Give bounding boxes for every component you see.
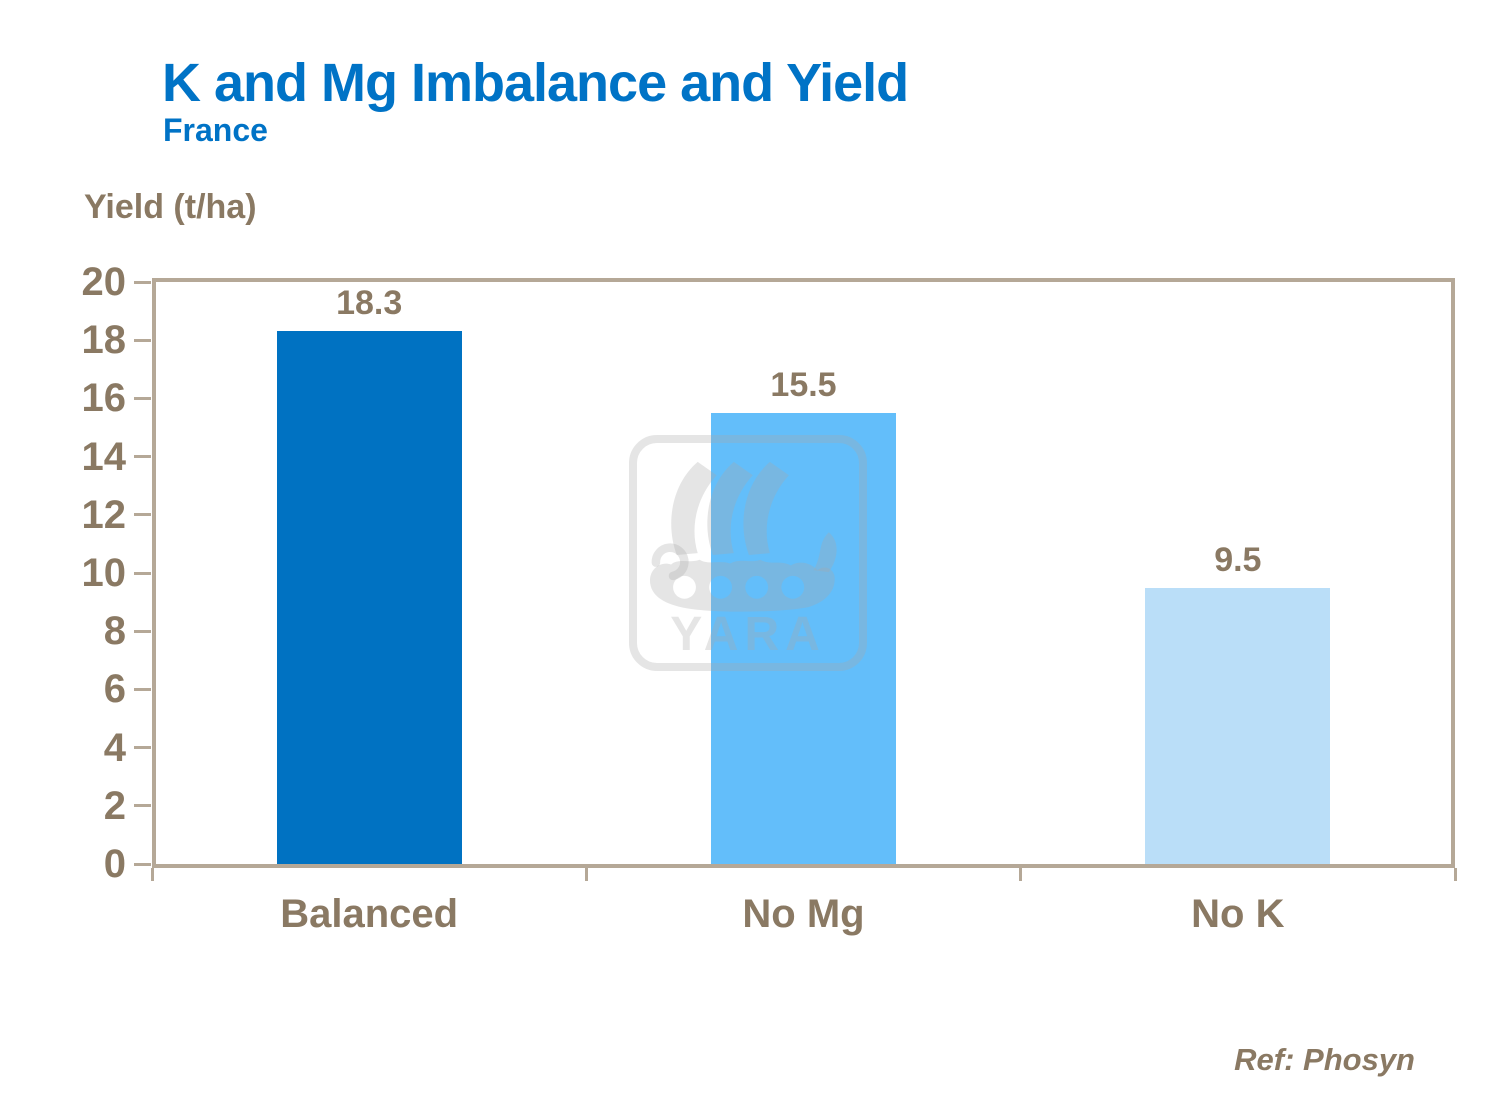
x-axis-tick (1019, 868, 1023, 881)
x-axis-tick (150, 868, 154, 881)
y-axis-tick-label-6: 6 (103, 667, 126, 712)
y-axis-tick (134, 687, 151, 691)
y-axis-tick (134, 280, 151, 284)
chart-title: K and Mg Imbalance and Yield (162, 53, 909, 113)
y-axis-tick (134, 455, 151, 459)
y-axis-tick-label-20: 20 (81, 260, 127, 304)
yara-watermark-logo: YARA (629, 435, 867, 671)
bar-no-mg (711, 412, 896, 864)
y-axis-tick-label-10: 10 (81, 551, 127, 595)
y-axis-tick (134, 862, 151, 866)
bar-value-label-no-mg: 15.5 (770, 365, 837, 404)
y-axis-title: Yield (t/ha) (84, 188, 257, 226)
y-axis-tick (134, 629, 151, 633)
y-axis-tick (134, 513, 151, 517)
y-axis-tick (134, 396, 151, 400)
y-axis-tick (134, 571, 151, 575)
bar-balanced (276, 331, 462, 864)
bar-value-label-balanced: 18.3 (336, 284, 403, 323)
y-axis-tick-label-4: 4 (103, 725, 126, 770)
y-axis-tick-label-18: 18 (81, 318, 127, 363)
reference-text: Ref: Phosyn (1234, 1042, 1415, 1077)
x-axis-tick (584, 868, 588, 881)
chart-subtitle: France (163, 112, 268, 148)
x-axis-tick (1453, 868, 1457, 881)
x-category-label-balanced: Balanced (280, 892, 459, 936)
y-axis-tick-label-16: 16 (81, 376, 127, 421)
bar-no-k (1145, 587, 1331, 864)
viking-ship-icon (649, 461, 837, 612)
y-axis-tick-label-8: 8 (103, 609, 126, 654)
bar-value-label-no-k: 9.5 (1214, 540, 1262, 579)
watermark-frame (629, 435, 867, 671)
y-axis-tick (134, 804, 151, 808)
y-axis-tick-label-0: 0 (103, 842, 126, 886)
watermark-text: YARA (670, 608, 826, 661)
x-category-label-no-mg: No Mg (742, 892, 865, 936)
y-axis-tick (134, 338, 151, 342)
y-axis-tick-label-2: 2 (103, 783, 126, 828)
x-category-label-no-k: No K (1191, 892, 1285, 936)
y-axis-tick-label-12: 12 (81, 492, 127, 537)
y-axis-tick (134, 746, 151, 750)
y-axis-tick-label-14: 14 (81, 434, 127, 479)
